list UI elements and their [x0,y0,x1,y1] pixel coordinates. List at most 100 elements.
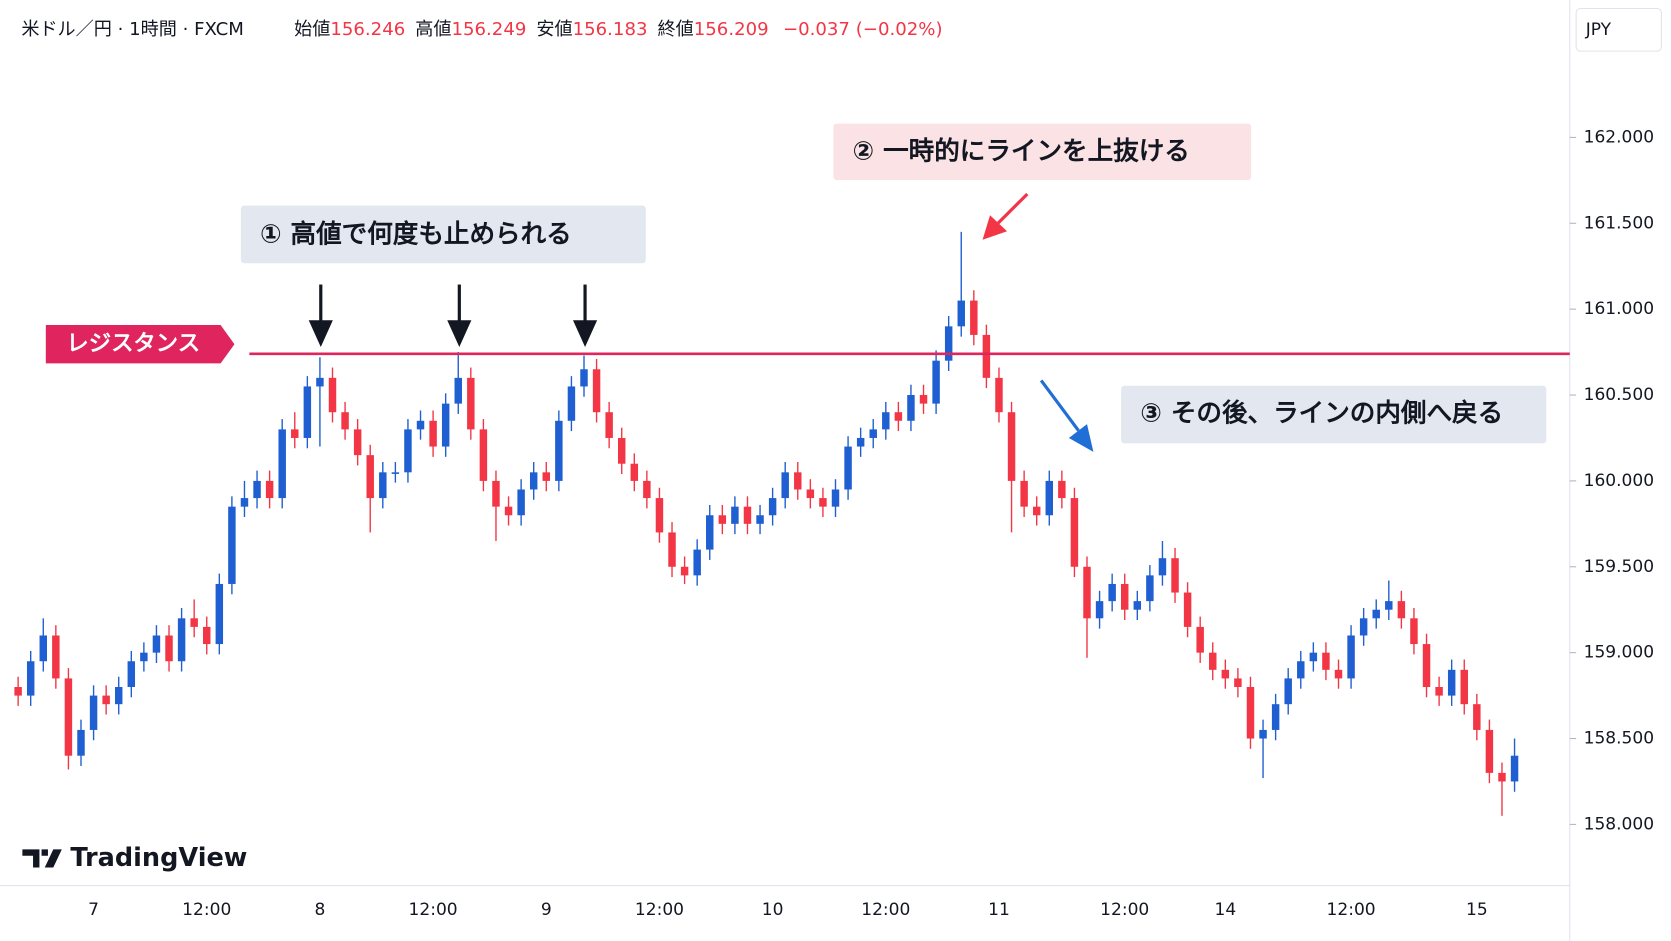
candle-body [190,618,198,627]
candle-body [1045,480,1054,516]
candle-body [995,377,1003,413]
candle-body [1385,601,1393,610]
candle-body [1447,669,1456,696]
arrow-head [447,320,472,348]
ohlc-label: 安値 [536,19,572,40]
y-tick-label: 158.500 [1584,729,1655,749]
candle-body [114,687,123,705]
y-tick-label: 161.000 [1584,299,1655,319]
candle-body [1120,583,1129,610]
x-tick-label: 12:00 [182,900,231,920]
candle-body [718,515,727,524]
candle-body [844,446,852,490]
candle-body [328,377,337,413]
y-tick-label: 159.500 [1584,557,1655,577]
candle-body [492,480,500,507]
candle-body [1347,635,1355,679]
y-tick-label: 158.000 [1584,814,1655,834]
annotation-box [1121,385,1547,444]
candle-body [592,369,601,413]
candle-body [643,480,651,499]
candle-body [831,489,840,507]
candle-body [341,412,349,430]
candle-body [479,429,488,481]
candle-body [794,472,802,490]
candle-body [856,437,865,447]
candle-body [555,420,563,481]
candle-body [366,455,374,499]
candle-body [806,489,815,499]
candle-body [907,395,915,421]
candle-body [517,489,525,516]
candle-body [932,360,940,404]
arrow [1039,379,1080,432]
candle-body [454,377,462,404]
x-tick-label: 12:00 [861,900,910,920]
ohlc-value: 156.209 [694,19,769,40]
arrows-black [308,284,598,348]
candle-body [467,377,475,430]
candle-body [504,506,513,516]
candle-body [944,326,953,361]
candle-body [1422,644,1431,688]
candle-body [429,420,437,447]
chart-title: 米ドル／円 · 1時間 · FXCM [21,19,244,40]
candle-body [1020,480,1028,507]
candle-body [1146,575,1154,602]
candle-body [228,506,236,584]
candle-body [1460,669,1468,705]
candle-body [668,532,676,567]
candle-body [970,300,978,335]
candle-body [1322,652,1330,670]
candle-body [1058,480,1066,499]
candle-body [1007,412,1016,481]
candle-body [177,618,186,662]
annotations: ① 高値で何度も止められる ② 一時的にラインを上抜ける ③ その後、ラインの内… [240,123,1547,452]
candle-body [152,635,161,653]
arrow-head [573,320,598,348]
candle-body [630,463,639,481]
candle-body [617,437,626,464]
candle-body [291,429,299,438]
x-tick-label: 10 [762,900,784,920]
candle-body [529,472,538,490]
currency-box[interactable] [1575,7,1662,52]
candle-body [1334,669,1343,679]
currency[interactable]: JPY [1585,20,1612,40]
candle-body [1070,498,1079,567]
logo-icon [22,849,62,868]
candle-body [680,566,689,576]
arrow-head [982,215,1008,240]
logo-text: TradingView [70,843,247,873]
candle-body [253,480,261,499]
candle-body [278,429,286,499]
x-tick-label: 14 [1214,900,1236,920]
candle-body [39,635,47,662]
x-tick-label: 7 [88,900,99,920]
candle-body [982,334,991,378]
annotation-box [833,123,1252,181]
candle-body [1246,687,1255,739]
x-tick-label: 12:00 [409,900,458,920]
candle-body [605,412,613,438]
candle-body [1133,601,1142,610]
candle-body [693,549,701,576]
candle-body [567,386,576,421]
candle-body [957,300,965,327]
candle-body [542,472,551,481]
candle-body [1171,558,1179,593]
y-tick-label: 160.500 [1584,385,1655,405]
candle-body [1510,755,1519,782]
candle-body [1234,678,1242,688]
candle-body [26,661,35,696]
candle-body [743,506,752,524]
annotation: ② 一時的にラインを上抜ける [853,136,1190,166]
candle-body [52,635,60,679]
annotation-box [240,205,646,264]
candle-body [919,395,928,404]
candle-body [1032,506,1041,516]
resistance-label: レジスタンス [66,331,200,357]
candle-body [1108,583,1116,602]
y-tick-label: 162.000 [1584,127,1655,147]
